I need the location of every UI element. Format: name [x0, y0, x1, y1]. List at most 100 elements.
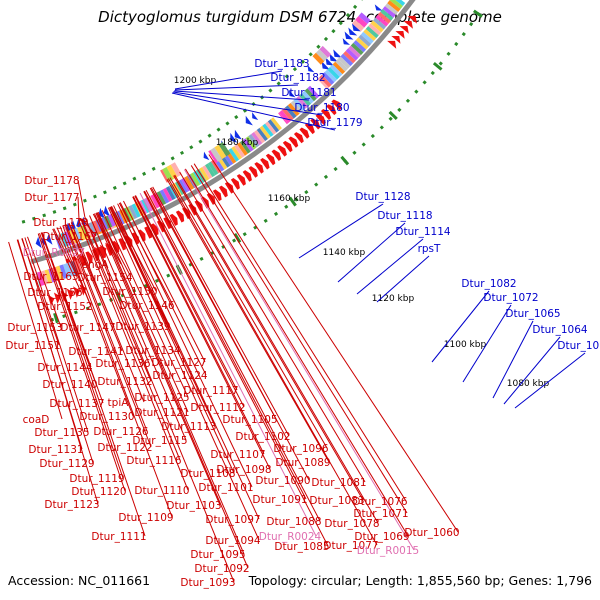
forward-gene-arrow [391, 35, 401, 44]
cog-segment [270, 117, 282, 131]
scale-tick [352, 4, 358, 9]
scale-tick [93, 194, 97, 199]
forward-gene-arrow [218, 185, 228, 198]
leader-line [84, 217, 235, 583]
gene-label-reverse: Dtur_1072 [483, 292, 538, 304]
cog-segment [107, 213, 117, 227]
cog-segment [287, 103, 300, 117]
cog-segment [218, 141, 231, 157]
gene-label-forward: Dtur_1085 [274, 541, 329, 553]
cog-segment [77, 226, 86, 241]
leader-line [172, 91, 323, 116]
forward-gene-arrow [242, 170, 252, 182]
gene-label-forward: Dtur_1097 [205, 514, 260, 526]
cog-segment [59, 264, 68, 279]
forward-gene-arrow [315, 113, 326, 125]
leader-line [8, 241, 63, 420]
scale-tick [397, 107, 402, 112]
scale-tick [132, 288, 137, 293]
leader-line [64, 224, 152, 448]
forward-gene-arrow [85, 251, 93, 264]
forward-gene-arrow [403, 20, 413, 29]
scale-tick [132, 176, 137, 181]
scale-tick [120, 293, 125, 298]
reverse-gene-arrow [374, 4, 383, 11]
scale-tick [405, 98, 411, 103]
gene-label-reverse: rpsT [418, 243, 441, 255]
leader-line [41, 232, 146, 537]
cog-segment [307, 85, 320, 99]
reverse-gene-arrow [234, 129, 242, 140]
leader-line [77, 179, 86, 218]
leader-line [123, 200, 206, 363]
scale-tick [352, 150, 357, 155]
leader-line [119, 202, 207, 376]
scale-tick [454, 41, 459, 47]
scale-tick [379, 125, 384, 130]
cog-segment [159, 189, 170, 204]
gene-label-forward: Dtur_1137 [49, 398, 104, 410]
forward-gene-arrow [293, 132, 304, 144]
leader-line [132, 196, 271, 470]
cog-segment [348, 45, 361, 58]
gene-label-forward: Dtur_1132 [97, 376, 152, 388]
cog-segment [281, 107, 294, 122]
reverse-gene-arrow [348, 27, 358, 36]
scale-tick [430, 70, 435, 76]
gene-label-forward: Dtur_1096 [273, 443, 328, 455]
gene-label-forward: Dtur_1123 [44, 499, 99, 511]
scale-tick [221, 244, 226, 249]
forward-gene-arrow [407, 15, 418, 24]
leader-line [492, 320, 534, 399]
forward-gene-arrow [248, 166, 258, 178]
leader-line [173, 175, 364, 501]
cog-segment [190, 172, 201, 187]
leader-line [77, 196, 80, 220]
scale-tick [72, 202, 77, 207]
gene-label-forward: Dtur_1088 [266, 516, 321, 528]
scale-tick [225, 121, 230, 126]
cog-segment [365, 26, 379, 39]
reverse-gene-arrow [35, 236, 42, 249]
gene-label-forward: coaD [23, 414, 50, 426]
cog-segment [165, 186, 176, 201]
scale-tick [102, 190, 107, 195]
cog-segment [293, 98, 306, 112]
leader-line [171, 92, 336, 131]
forward-gene-arrow [260, 157, 270, 170]
cog-segment [262, 123, 274, 137]
scale-tick [62, 206, 67, 211]
scale-tick [316, 44, 321, 49]
leader-line [101, 210, 189, 398]
scale-tick [414, 89, 419, 94]
forward-gene-arrow [194, 200, 204, 213]
scale-tick [112, 185, 117, 190]
scale-tick [263, 218, 268, 223]
forward-gene-arrow [331, 99, 342, 111]
scale-tick [469, 22, 474, 27]
leader-line [68, 223, 123, 352]
leader-line [169, 177, 328, 449]
gene-label-forward: Dtur_1081 [311, 477, 366, 489]
cog-segment [360, 31, 374, 44]
scale-tick [62, 314, 66, 318]
topology-summary: Topology: circular; Length: 1,855,560 bp… [248, 573, 592, 588]
gene-label-forward: Dtur_1094 [205, 535, 260, 547]
scale-major-tick [472, 9, 483, 18]
cog-segment [363, 28, 377, 42]
forward-gene-arrow [254, 162, 264, 174]
leader-line [462, 304, 512, 383]
gene-label-forward: tpiA [108, 397, 130, 409]
leader-line [96, 212, 245, 555]
forward-gene-arrow [282, 140, 293, 153]
gene-label-forward: Dtur_1116 [126, 455, 181, 467]
cog-segment [353, 40, 367, 53]
scale-tick [300, 59, 305, 64]
leader-line [89, 215, 187, 441]
forward-gene-arrow [395, 30, 405, 39]
leader-line [70, 222, 145, 403]
scale-tick [253, 225, 258, 230]
gene-label-forward: Dtur_1136 [95, 358, 150, 370]
forward-gene-arrow [99, 244, 107, 256]
reverse-gene-arrow [46, 233, 53, 245]
